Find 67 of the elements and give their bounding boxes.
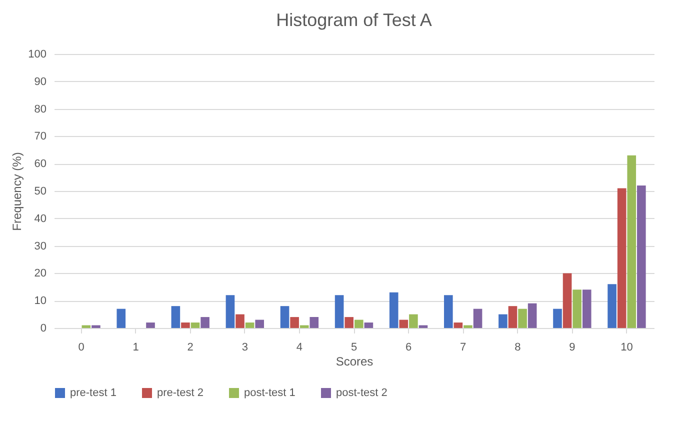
bar — [226, 295, 235, 328]
bar — [280, 306, 290, 328]
bar — [528, 303, 537, 328]
bar — [572, 290, 582, 328]
bar — [181, 322, 190, 328]
x-tick-label: 8 — [514, 342, 521, 354]
bar — [171, 306, 180, 328]
y-tick-label: 30 — [34, 240, 46, 252]
x-tick-label: 4 — [296, 342, 303, 354]
bar — [508, 306, 518, 328]
y-tick-label: 0 — [40, 322, 46, 334]
bar — [617, 188, 626, 328]
x-tick-label: 1 — [132, 342, 139, 354]
bar — [310, 317, 319, 328]
bar — [190, 322, 200, 328]
bar — [146, 322, 155, 328]
legend-label: post-test 2 — [336, 387, 388, 399]
y-tick-label: 50 — [34, 186, 46, 198]
chart-title: Histogram of Test A — [276, 10, 432, 30]
x-tick-label: 5 — [350, 342, 358, 354]
x-tick-label: 2 — [187, 342, 194, 354]
bar — [255, 320, 264, 328]
x-tick-label: 6 — [405, 342, 412, 354]
x-axis-title: Scores — [336, 354, 374, 368]
x-tick-label: 0 — [78, 342, 84, 354]
y-tick-label: 70 — [34, 130, 46, 143]
bar — [409, 314, 418, 328]
y-tick-label: 60 — [34, 158, 46, 170]
bar — [553, 308, 562, 328]
legend-label: pre-test 1 — [70, 387, 116, 399]
y-axis-title: Frequency (%) — [10, 152, 24, 231]
y-tick-label: 10 — [34, 295, 46, 308]
x-tick-label: 10 — [620, 342, 633, 354]
bar — [582, 290, 592, 328]
legend-label: pre-test 2 — [157, 387, 204, 399]
bar — [562, 273, 572, 328]
bar — [498, 314, 508, 328]
y-tick-label: 20 — [34, 268, 46, 280]
x-tick-label: 3 — [242, 342, 248, 354]
legend-label: post-test 1 — [244, 387, 296, 399]
y-tick-label: 40 — [34, 212, 46, 225]
bar — [344, 317, 354, 328]
bar — [389, 292, 398, 328]
bar — [464, 325, 472, 328]
bar — [300, 325, 309, 328]
bar — [236, 314, 244, 328]
bar — [245, 322, 254, 328]
x-tick-label: 9 — [569, 342, 576, 354]
y-tick-label: 80 — [34, 103, 46, 116]
y-tick-label: 90 — [34, 76, 46, 88]
bar — [334, 295, 344, 328]
bar — [454, 322, 463, 328]
bar — [200, 317, 210, 328]
bar — [444, 295, 453, 328]
bar — [608, 284, 616, 328]
bar — [290, 317, 299, 328]
bar — [399, 320, 408, 328]
bar — [354, 320, 364, 328]
bar — [116, 308, 126, 328]
x-tick-label: 7 — [460, 342, 466, 354]
bar — [364, 322, 374, 328]
bar — [473, 308, 482, 328]
bar — [627, 155, 636, 328]
bar — [518, 308, 527, 328]
bar — [637, 186, 646, 328]
y-tick-label: 100 — [28, 48, 46, 60]
bar — [92, 325, 100, 328]
